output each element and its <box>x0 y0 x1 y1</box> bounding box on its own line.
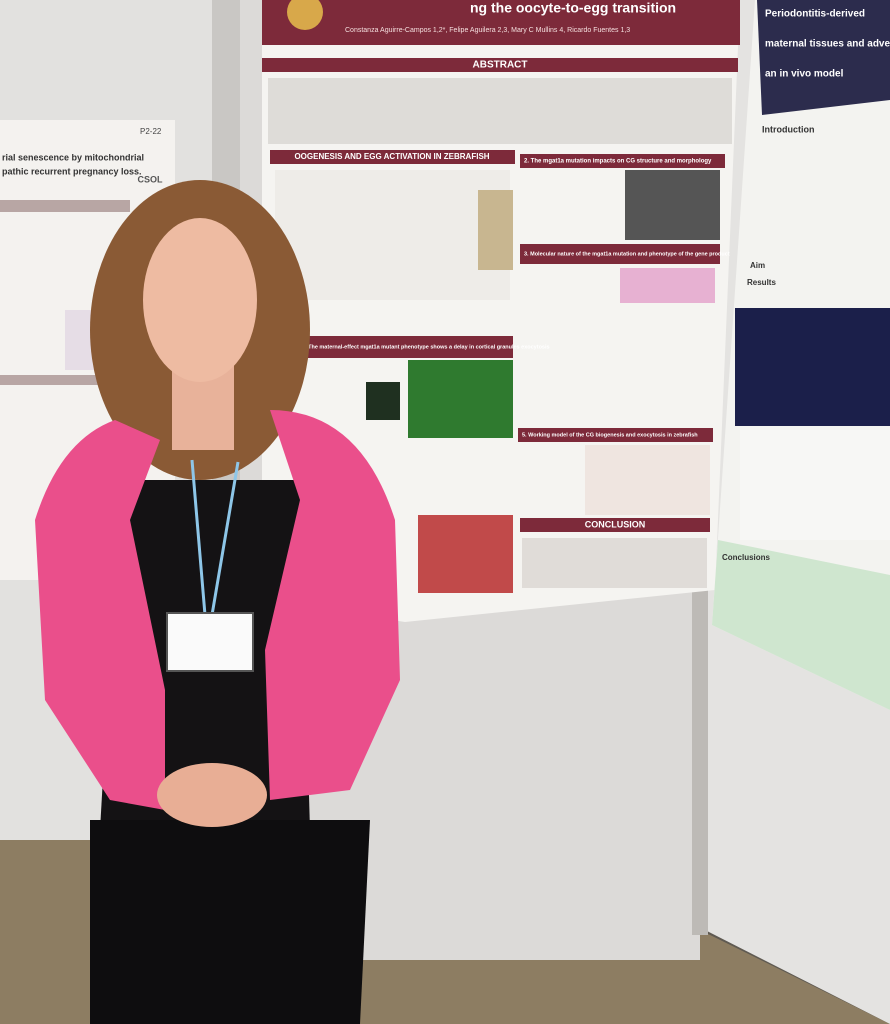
poster-header <box>757 0 890 115</box>
section-title: Introduction <box>762 124 815 134</box>
figure <box>620 268 715 303</box>
section-bar <box>298 336 513 358</box>
section-bar <box>520 244 720 264</box>
section-title: CONCLUSION <box>585 519 646 529</box>
section-bar <box>520 154 725 168</box>
jacket-right <box>265 410 400 800</box>
section-title: OOGENESIS AND EGG ACTIVATION IN ZEBRAFIS… <box>294 152 489 161</box>
section-title: 5. Working model of the CG biogenesis an… <box>522 432 698 438</box>
poster-title: ng the oocyte-to-egg transition <box>470 0 676 16</box>
poster-header <box>262 0 740 45</box>
section-bar <box>262 58 738 72</box>
trousers <box>90 820 370 1024</box>
section-bar <box>0 375 130 385</box>
logo <box>287 0 323 30</box>
poster-title: Periodontitis-derived <box>765 9 865 20</box>
conclusions-box <box>712 540 890 710</box>
lanyard <box>190 459 240 616</box>
section-bar <box>270 150 515 164</box>
section-title: 1. The maternal-effect mgat1a mutant phe… <box>302 344 550 350</box>
figure <box>366 382 400 420</box>
text-block <box>268 78 732 144</box>
section-bar <box>518 428 713 442</box>
section-bar <box>0 200 130 212</box>
section-title: 2. The mgat1a mutation impacts on CG str… <box>524 159 712 165</box>
jacket-left <box>35 420 165 810</box>
hands <box>157 763 267 827</box>
figure <box>625 170 720 240</box>
logo: CSOL <box>137 174 163 184</box>
section-title: ABSTRACT <box>473 60 528 71</box>
figure <box>735 308 890 426</box>
section-title: Results <box>747 278 776 287</box>
figure <box>740 430 890 540</box>
figure <box>418 515 513 593</box>
figure <box>585 445 710 515</box>
section-bar <box>520 518 710 532</box>
authors: Constanza Aguirre-Campos 1,2*, Felipe Ag… <box>345 27 630 34</box>
section-title: Conclusions <box>722 553 771 562</box>
figure <box>478 190 513 270</box>
section-title: Aim <box>750 261 765 270</box>
poster-title: an in vivo model <box>765 69 844 80</box>
section-title: 3. Molecular nature of the mgat1a mutati… <box>524 251 730 257</box>
text-block <box>522 538 707 588</box>
name-badge <box>166 612 254 672</box>
poster-code: P2-22 <box>140 127 162 136</box>
poster-title: maternal tissues and adverse <box>765 39 890 50</box>
poster-title: rial senescence by mitochondrial <box>2 152 144 162</box>
poster-title: pathic recurrent pregnancy loss. <box>2 166 142 176</box>
figure <box>275 170 510 300</box>
face <box>143 218 257 382</box>
figure <box>408 360 513 438</box>
